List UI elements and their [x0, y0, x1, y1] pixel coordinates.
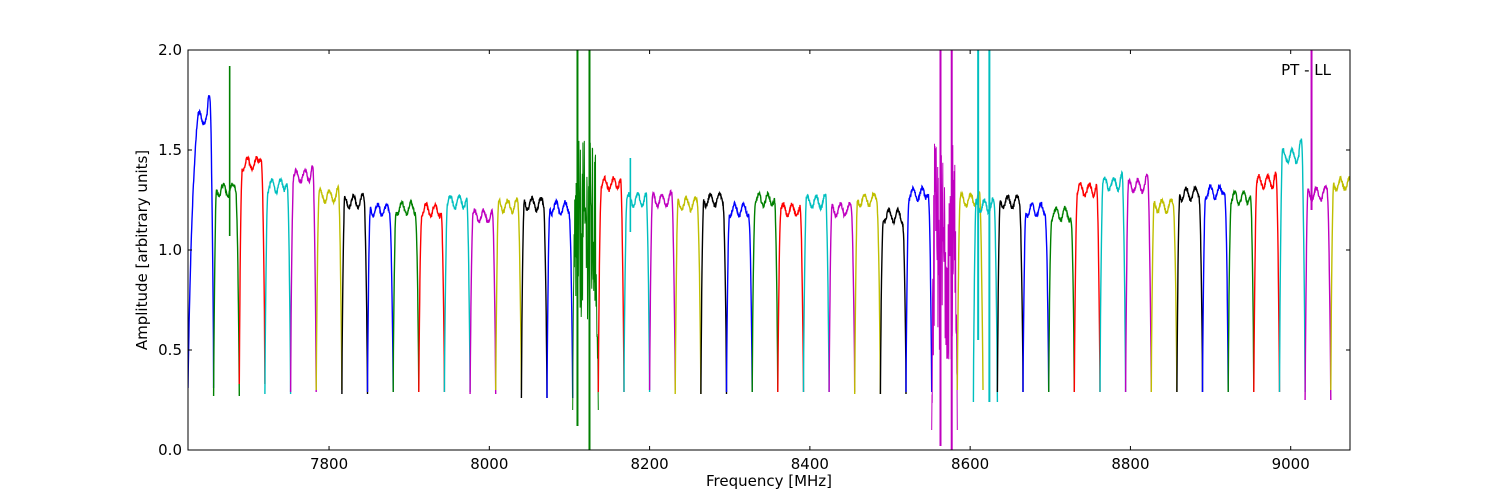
series-line-12 [495, 197, 523, 391]
y-axis-title: Amplitude [arbitrary units] [133, 150, 151, 350]
series-line-7 [366, 202, 394, 393]
series-line-18 [648, 189, 676, 391]
series-line-43 [1278, 138, 1306, 393]
plot-frame [187, 49, 1351, 451]
series-line-35 [1073, 182, 1101, 393]
ticks-layer: 7800 8000 8200 8400 8600 8800 9000 0.0 0.5 1.0 1.5… [158, 41, 1350, 473]
series-line-22 [751, 190, 779, 393]
series-line-45 [1330, 175, 1350, 391]
series-line-19 [674, 194, 702, 395]
series-line-9 [418, 201, 446, 393]
series-line-20 [700, 190, 728, 395]
series-line-23 [777, 202, 805, 393]
series-line-32 [996, 194, 1024, 393]
series-line-39 [1176, 185, 1204, 393]
x-tick-label-1: 8000 [470, 455, 508, 473]
series-line-34 [1047, 205, 1076, 393]
series-line-25 [828, 201, 856, 393]
y-tick-label-2: 1.0 [158, 241, 182, 259]
series-line-11 [469, 208, 497, 395]
series-line-4 [289, 165, 317, 393]
x-tick-label-5: 8800 [1111, 455, 1149, 473]
x-axis-title: Frequency [MHz] [706, 472, 832, 490]
series-line-17 [623, 192, 651, 393]
series-line-41 [1227, 189, 1255, 393]
series-line-24 [802, 193, 830, 393]
series-line-1 [212, 182, 240, 397]
series-line-8 [392, 198, 420, 393]
series-line-36 [1099, 170, 1127, 393]
series-line-21 [725, 200, 753, 393]
y-tick-label-4: 2.0 [158, 41, 182, 59]
y-tick-label-3: 1.5 [158, 141, 182, 159]
series-line-26 [854, 191, 882, 395]
x-tick-label-0: 7800 [310, 455, 348, 473]
series-line-37 [1124, 173, 1153, 393]
series-line-28 [905, 184, 933, 393]
series-line-0 [188, 95, 215, 389]
series-line-5 [315, 183, 343, 391]
y-tick-label-1: 0.5 [158, 341, 182, 359]
series-line-38 [1150, 197, 1178, 393]
y-tick-label-0: 0.0 [158, 441, 182, 459]
series-line-33 [1022, 201, 1050, 393]
x-tick-label-6: 9000 [1272, 455, 1310, 473]
x-tick-label-2: 8200 [631, 455, 669, 473]
series-line-13 [520, 195, 548, 399]
series-line-31 [972, 197, 999, 403]
series-line-40 [1201, 183, 1229, 393]
series-line-29 [931, 143, 958, 431]
series-line-14 [546, 197, 574, 399]
series-line-44 [1304, 184, 1332, 401]
baseline-label: PT - LL [1281, 61, 1332, 79]
series-line-3 [264, 176, 292, 395]
series-line-16 [597, 175, 625, 393]
series-line-10 [443, 193, 471, 393]
x-tick-label-4: 8600 [951, 455, 989, 473]
series-line-27 [879, 206, 907, 395]
x-tick-label-3: 8400 [791, 455, 829, 473]
series-line-42 [1253, 171, 1281, 393]
series-layer [188, 50, 1350, 450]
series-line-6 [341, 192, 369, 395]
series-line-2 [238, 155, 266, 385]
